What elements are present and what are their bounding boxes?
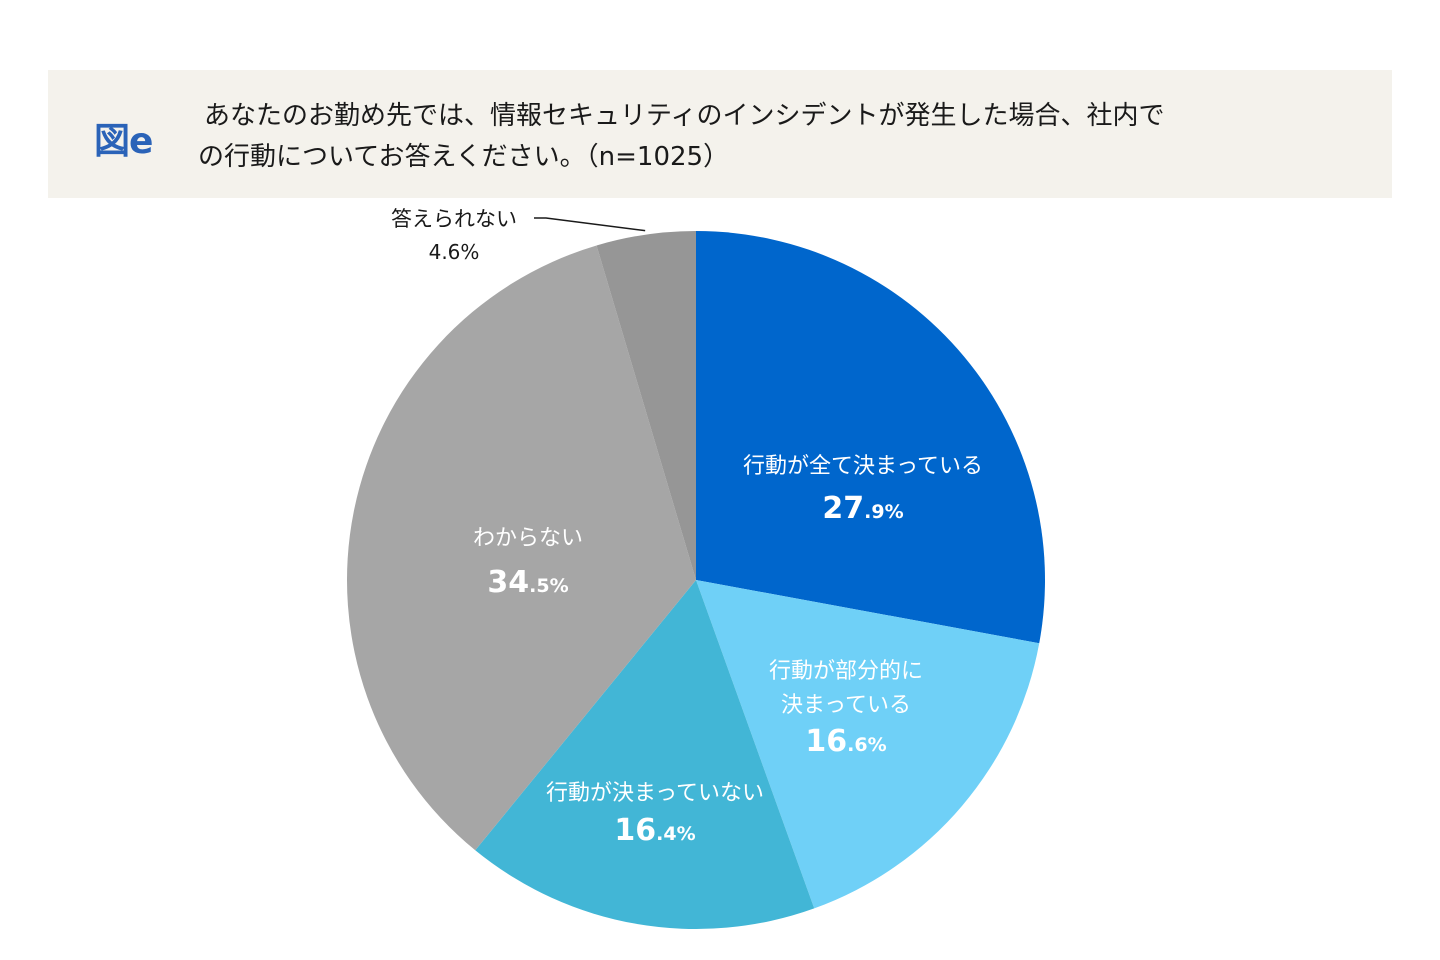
- slice-label-text: 行動が全て決まっている: [743, 454, 983, 479]
- pie-slice-cannot_answer: [596, 231, 696, 580]
- slice-label-dont_know: わからない 34.5%: [473, 526, 583, 600]
- question-line-2: の行動についてお答えください。（n=1025）: [198, 142, 730, 172]
- slice-value-dont_know: 34.5%: [487, 565, 568, 600]
- slice-label-not_decided: 行動が決まっていない 16.4%: [546, 781, 764, 848]
- slice-label-text: 行動が部分的に: [769, 659, 923, 684]
- slice-value-decided_partially: 16.6%: [805, 724, 886, 759]
- pie-slice-decided_fully: [696, 231, 1045, 644]
- pie-slice-dont_know: [347, 245, 696, 851]
- slice-value-cannot_answer: 4.6%: [429, 240, 480, 264]
- slice-value-not_decided: 16.4%: [614, 813, 695, 848]
- slice-label-decided_fully: 行動が全て決まっている 27.9%: [743, 454, 983, 526]
- slice-label-cannot_answer: 答えられない 4.6%: [391, 207, 517, 264]
- slice-label-text: 答えられない: [391, 207, 517, 231]
- leader-line-cannot_answer: [534, 217, 646, 232]
- slice-value-decided_fully: 27.9%: [822, 491, 903, 526]
- question-text: あなたのお勤め先では、情報セキュリティのインシデントが発生した場合、社内で の行…: [198, 96, 1348, 178]
- header-band: [48, 70, 1392, 198]
- slice-label-text: 決まっている: [781, 693, 911, 718]
- pie-slice-decided_partially: [696, 580, 1040, 909]
- slice-label-text: わからない: [473, 526, 583, 551]
- pie-slice-not_decided: [475, 580, 815, 930]
- figure-label: 図e: [94, 121, 153, 162]
- slice-label-text: 行動が決まっていない: [546, 781, 764, 806]
- question-line-1: あなたのお勤め先では、情報セキュリティのインシデントが発生した場合、社内で: [204, 101, 1165, 131]
